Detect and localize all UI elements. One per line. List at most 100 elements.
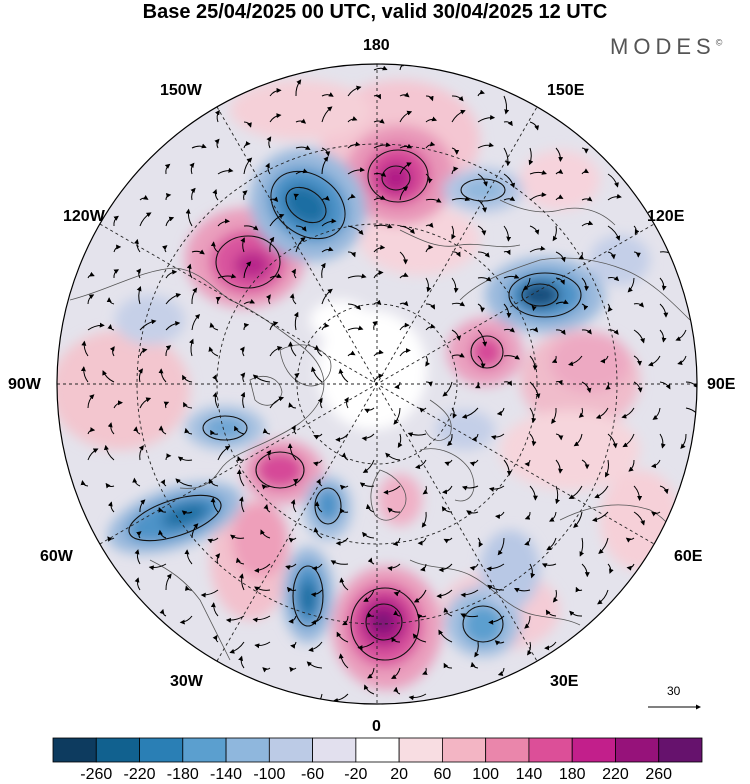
wind-arrow: [321, 106, 333, 123]
wind-arrow: [235, 557, 245, 565]
wind-arrow: [420, 563, 427, 572]
wind-arrow: [165, 269, 178, 279]
wind-arrow: [387, 563, 401, 571]
colorbar-swatch: [615, 737, 660, 763]
wind-arrow: [633, 302, 644, 308]
colorbar-tick-label: 180: [558, 766, 586, 783]
wind-arrow: [399, 300, 409, 307]
wind-arrow: [503, 95, 510, 115]
wind-arrow: [633, 225, 640, 235]
wind-arrow: [242, 190, 248, 201]
lon-label-90e: 90E: [707, 376, 736, 393]
wind-arrow: [477, 537, 484, 548]
wind-arrow: [421, 511, 427, 528]
wind-arrow: [443, 537, 453, 544]
wind-arrow: [313, 433, 323, 440]
wind-arrow: [338, 368, 349, 383]
wind-arrow: [136, 285, 142, 305]
wind-arrow: [600, 355, 609, 364]
wind-arrow: [321, 323, 330, 331]
wind-arrow: [528, 147, 534, 166]
wind-arrow: [399, 110, 413, 123]
wind-arrow: [628, 459, 635, 472]
wind-arrow: [607, 275, 620, 282]
lon-label-120e: 120E: [647, 208, 685, 225]
wind-arrow: [335, 537, 349, 546]
wind-arrow: [387, 507, 401, 513]
wind-arrow: [254, 586, 271, 592]
wind-arrow: [134, 577, 141, 591]
wind-arrow: [164, 163, 171, 175]
wind-arrow: [139, 397, 152, 409]
wind-arrow: [338, 653, 349, 669]
wind-arrow: [524, 459, 531, 467]
wind-arrow: [373, 299, 382, 306]
wind-arrow: [347, 167, 365, 175]
wind-arrow: [288, 537, 297, 543]
colorbar-tick-label: -140: [210, 766, 243, 783]
wind-arrow: [158, 507, 167, 513]
wind-arrow: [529, 407, 537, 424]
wind-arrow: [495, 511, 505, 520]
wind-arrow: [158, 368, 167, 383]
wind-arrow: [522, 277, 531, 291]
wind-arrow: [87, 448, 99, 461]
wind-arrow: [165, 573, 172, 591]
wind-arrow: [477, 142, 494, 149]
wind-arrow: [295, 79, 302, 97]
wind-arrow: [106, 297, 115, 305]
wind-arrow: [254, 563, 271, 573]
wind-arrow: [289, 666, 297, 673]
wind-arrow: [190, 187, 196, 201]
wind-arrow: [529, 225, 540, 235]
wind-arrow: [373, 373, 384, 383]
wind-arrow: [332, 693, 349, 703]
wind-arrow: [581, 459, 590, 470]
wind-arrow: [422, 667, 428, 675]
wind-arrow: [486, 563, 505, 572]
wind-arrow: [134, 549, 141, 565]
wind-arrow: [210, 497, 219, 513]
modes-logo: MODES©: [610, 34, 723, 59]
wind-arrow: [347, 193, 356, 201]
wind-arrow: [412, 633, 427, 643]
wind-arrow: [243, 299, 256, 305]
wind-arrow: [294, 372, 300, 383]
wind-arrow: [393, 407, 401, 425]
wind-arrow: [252, 615, 271, 623]
wind-arrow: [524, 615, 531, 629]
wind-arrow: [165, 345, 172, 357]
wind-arrow: [607, 251, 616, 260]
wind-arrow: [425, 323, 436, 331]
wind-arrow: [659, 277, 667, 291]
wind-arrow: [139, 195, 149, 201]
wind-arrow: [595, 407, 609, 419]
wind-arrow: [288, 341, 297, 357]
wind-arrow: [269, 113, 282, 123]
wind-arrow: [443, 607, 453, 617]
wind-arrow: [159, 608, 167, 617]
wind-arrow: [438, 629, 453, 643]
wind-arrow: [229, 641, 245, 654]
wind-arrow: [529, 485, 538, 501]
wind-arrow: [138, 445, 144, 461]
wind-arrow: [477, 329, 488, 347]
colorbar-swatch: [441, 737, 487, 763]
wind-arrow: [134, 238, 141, 253]
wind-arrow: [243, 121, 252, 128]
wind-arrow: [109, 346, 115, 357]
wind-arrow: [503, 225, 512, 242]
colorbar-tick-label: 60: [433, 766, 452, 783]
wind-arrow: [330, 560, 349, 565]
wind-arrow: [425, 197, 442, 203]
wind-arrow: [607, 433, 618, 449]
wind-arrow: [230, 534, 245, 540]
wind-arrow: [240, 391, 246, 409]
wind-arrow: [399, 225, 415, 234]
wind-arrow: [569, 610, 583, 617]
wind-arrow: [262, 428, 271, 435]
wind-arrow: [373, 223, 393, 229]
wind-arrow: [306, 661, 323, 669]
lon-label-60w: 60W: [40, 548, 73, 565]
wind-arrow: [415, 459, 427, 470]
